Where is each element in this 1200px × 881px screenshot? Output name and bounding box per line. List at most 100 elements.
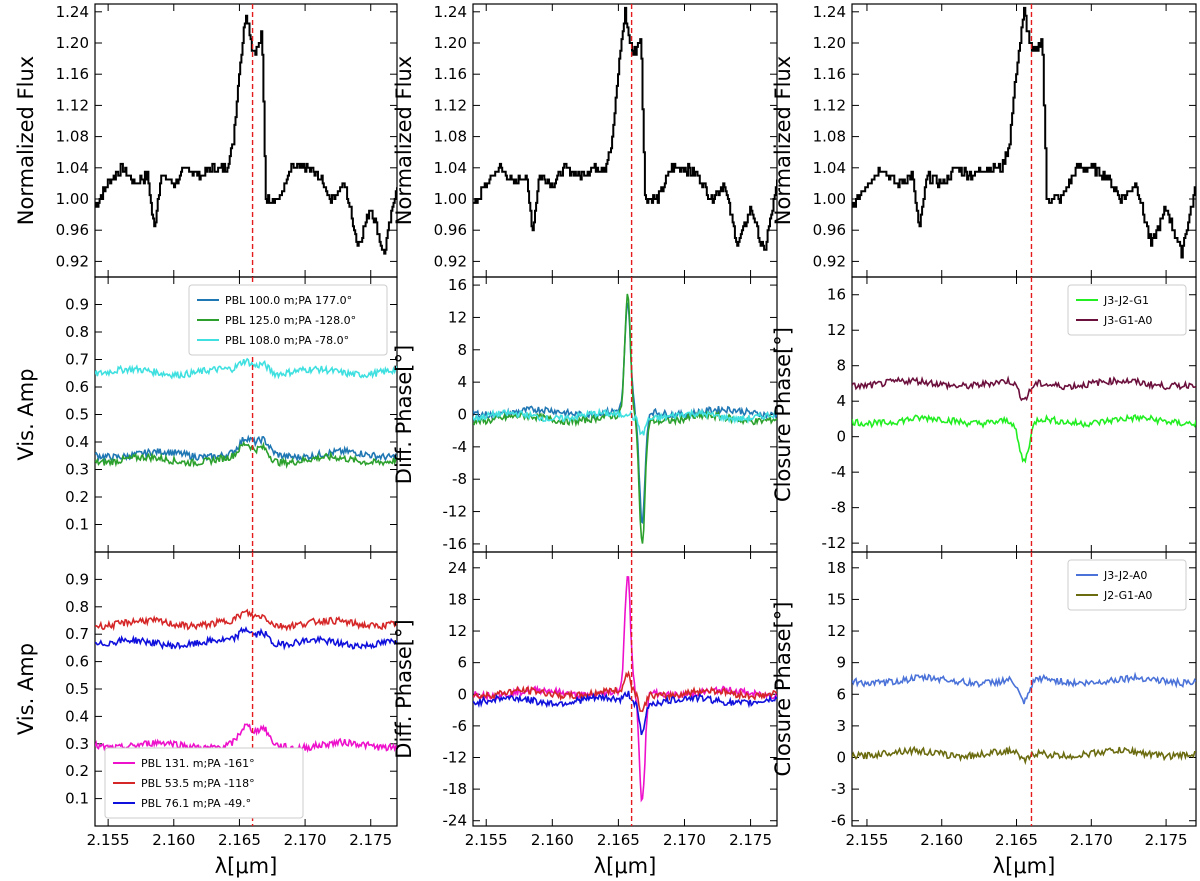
y-tick-label: 1.20 xyxy=(434,34,467,52)
series-PBL 125.0 m;PA -128.0° xyxy=(95,440,397,470)
axes-frame xyxy=(851,3,1197,278)
legend-label: J3-J2-A0 xyxy=(1103,569,1147,582)
panel-visamp-2: 0.1 0.2 0.3 0.4 0.5 0.6 0.7 0.8 0.9 2.155 2.160 2.1… xyxy=(14,551,398,878)
legend-label: PBL 125.0 m;PA -128.0° xyxy=(225,314,356,327)
y-tick-label: 1.08 xyxy=(813,128,846,146)
y-tick-label: 12 xyxy=(448,622,467,640)
y-tick-label: 0.7 xyxy=(65,625,89,643)
panel-visamp-1: 0.1 0.2 0.3 0.4 0.5 0.6 0.7 0.8 0.9 Vis. Amp PBL 1… xyxy=(14,276,398,553)
series-J3-J2-G1 xyxy=(852,413,1196,464)
x-axis-label: λ[μm] xyxy=(215,854,278,878)
y-tick-label: 0.9 xyxy=(65,296,89,314)
y-tick-label: 1.08 xyxy=(56,128,89,146)
y-tick-label: 1.12 xyxy=(56,96,89,114)
y-tick-label: 1.00 xyxy=(434,190,467,208)
y-tick-label: 0.92 xyxy=(813,252,846,270)
y-tick-label: -18 xyxy=(443,780,468,798)
y-tick-label: 1.04 xyxy=(813,159,846,177)
series-PBL 131. m;PA -161° xyxy=(95,723,397,753)
x-tick-label: 2.160 xyxy=(152,831,195,849)
legend-box xyxy=(1067,559,1187,611)
panel-flux-col2: 0.92 0.96 1.00 1.04 1.08 1.12 1.16 1.20 1.24 Norm… xyxy=(392,3,778,278)
x-axis-label: λ[μm] xyxy=(993,854,1056,878)
axes-frame xyxy=(851,551,1197,827)
y-tick-label: 0.96 xyxy=(813,221,846,239)
y-tick-label: 0.3 xyxy=(65,461,89,479)
y-tick-label: 0.4 xyxy=(65,707,89,725)
x-tick-label: 2.170 xyxy=(1070,831,1113,849)
y-tick-label: 0 xyxy=(836,749,846,767)
legend-label: PBL 76.1 m;PA -49.° xyxy=(141,797,251,810)
legend-label: J3-G1-A0 xyxy=(1103,314,1152,327)
y-tick-label: 0.92 xyxy=(434,252,467,270)
y-tick-label: 1.04 xyxy=(434,159,467,177)
y-axis-label: Diff. Phase[°] xyxy=(392,345,416,484)
series-dp-magenta xyxy=(473,576,777,803)
x-tick-label: 2.170 xyxy=(284,831,327,849)
y-tick-label: 0.2 xyxy=(65,762,89,780)
y-tick-label: 0 xyxy=(836,428,846,446)
y-tick-label: 0 xyxy=(457,406,467,424)
y-tick-label: 0 xyxy=(457,685,467,703)
y-tick-label: 0.6 xyxy=(65,653,89,671)
y-tick-label: 8 xyxy=(457,341,467,359)
series-PBL 76.1 m;PA -49.° xyxy=(95,626,397,651)
series-J2-G1-A0 xyxy=(852,745,1196,766)
y-tick-label: -3 xyxy=(831,780,846,798)
x-tick-label: 2.160 xyxy=(920,831,963,849)
panel-closure-2: -6 -3 0 3 6 9 12 15 18 2.155 2.160 2.165 2.170 2.175 λ… xyxy=(771,551,1197,878)
y-tick-label: 0.96 xyxy=(56,221,89,239)
y-tick-label: 6 xyxy=(836,685,846,703)
y-tick-label: 1.12 xyxy=(813,96,846,114)
panel-flux-col3: 0.92 0.96 1.00 1.04 1.08 1.12 1.16 1.20 1.24 Norm… xyxy=(771,3,1197,278)
y-tick-label: 0.3 xyxy=(65,735,89,753)
y-axis-label: Vis. Amp xyxy=(14,368,38,460)
y-tick-label: 9 xyxy=(836,654,846,672)
series-PBL 100.0 m;PA 177.0° xyxy=(95,434,397,463)
y-axis-label: Normalized Flux xyxy=(392,56,416,225)
y-tick-label: -8 xyxy=(452,470,467,488)
x-tick-label: 2.155 xyxy=(465,831,508,849)
y-tick-label: 6 xyxy=(457,654,467,672)
y-tick-label: 0.4 xyxy=(65,433,89,451)
legend-label: PBL 131. m;PA -161° xyxy=(141,757,255,770)
y-tick-label: 0.8 xyxy=(65,323,89,341)
legend-label: J3-J2-G1 xyxy=(1103,294,1149,307)
legend-label: PBL 100.0 m;PA 177.0° xyxy=(225,294,352,307)
y-tick-label: 16 xyxy=(448,276,467,294)
panel-flux-col1: 0.92 0.96 1.00 1.04 1.08 1.12 1.16 1.20 1.24 Norm… xyxy=(14,3,398,278)
y-tick-label: 0.96 xyxy=(434,221,467,239)
y-tick-label: 0.5 xyxy=(65,406,89,424)
y-tick-label: 0.6 xyxy=(65,378,89,396)
y-axis-label: Vis. Amp xyxy=(14,643,38,735)
x-tick-label: 2.165 xyxy=(597,831,640,849)
y-tick-label: -16 xyxy=(443,535,468,553)
x-tick-label: 2.155 xyxy=(87,831,130,849)
series-J3-G1-A0 xyxy=(852,375,1196,402)
x-axis-label: λ[μm] xyxy=(594,854,657,878)
y-axis-label: Diff. Phase[°] xyxy=(392,619,416,758)
y-tick-label: 1.24 xyxy=(434,3,467,21)
y-tick-label: 1.16 xyxy=(434,65,467,83)
y-tick-label: 0.92 xyxy=(56,252,89,270)
series-PBL 108.0 m;PA -78.0° xyxy=(95,357,397,380)
x-tick-label: 2.170 xyxy=(663,831,706,849)
y-tick-label: 0.2 xyxy=(65,488,89,506)
legend-label: J2-G1-A0 xyxy=(1103,589,1152,602)
x-tick-label: 2.165 xyxy=(995,831,1038,849)
x-tick-label: 2.160 xyxy=(531,831,574,849)
series-dp-red xyxy=(473,670,777,713)
axes-frame xyxy=(472,551,778,827)
y-tick-label: 1.16 xyxy=(56,65,89,83)
y-tick-label: 1.20 xyxy=(813,34,846,52)
y-axis-label: Closure Phase[°] xyxy=(771,327,795,502)
series-J3-J2-A0 xyxy=(852,671,1196,705)
legend-label: PBL 108.0 m;PA -78.0° xyxy=(225,334,349,347)
legend: PBL 131. m;PA -161° PBL 53.5 m;PA -118° PB… xyxy=(104,747,304,819)
y-tick-label: 0.1 xyxy=(65,790,89,808)
y-tick-label: 4 xyxy=(457,373,467,391)
y-tick-label: 1.00 xyxy=(56,190,89,208)
y-tick-label: 1.24 xyxy=(56,3,89,21)
legend-label: PBL 53.5 m;PA -118° xyxy=(141,777,255,790)
